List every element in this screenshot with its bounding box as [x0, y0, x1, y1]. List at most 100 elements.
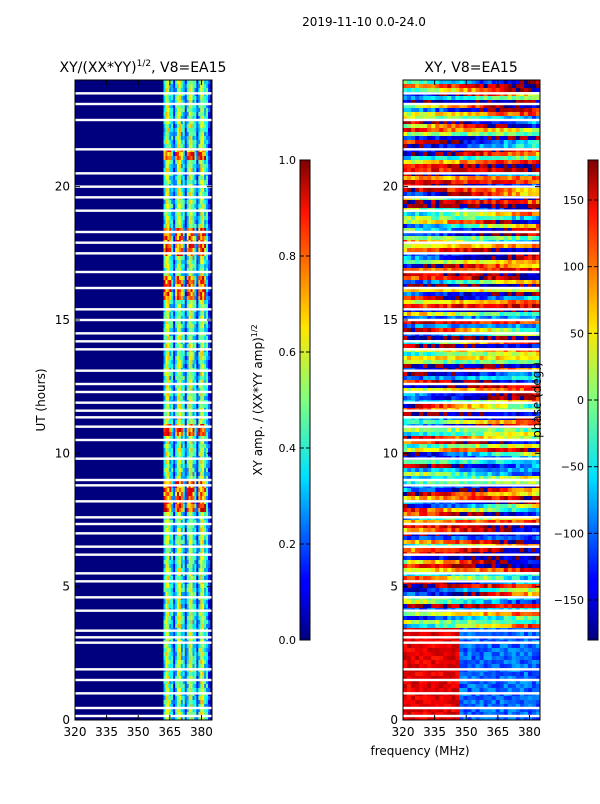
amplitude-cell	[164, 452, 166, 456]
amplitude-cell	[169, 604, 171, 608]
phase-cell	[524, 108, 528, 112]
phase-cell	[508, 180, 512, 184]
amplitude-cell	[169, 192, 171, 196]
amplitude-cell	[189, 276, 191, 280]
amplitude-cell	[193, 152, 195, 156]
amplitude-cell	[196, 360, 198, 364]
phase-cell	[532, 108, 536, 112]
amplitude-cell	[181, 540, 183, 544]
phase-cell	[467, 124, 471, 128]
amplitude-cell	[173, 336, 175, 340]
amplitude-cell	[177, 548, 179, 552]
phase-cell	[455, 168, 459, 172]
phase-cell	[532, 124, 536, 128]
amplitude-cell	[189, 568, 191, 572]
amplitude-cell	[208, 620, 210, 624]
amplitude-cell	[173, 700, 175, 704]
amplitude-cell	[181, 128, 183, 132]
amplitude-cell	[173, 568, 175, 572]
phase-cell	[476, 144, 480, 148]
amplitude-cell	[202, 188, 204, 192]
phase-cell	[524, 164, 528, 168]
amplitude-cell	[187, 352, 189, 356]
amplitude-cell	[164, 624, 166, 628]
amplitude-cell	[202, 136, 204, 140]
phase-cell	[476, 108, 480, 112]
phase-cell	[411, 108, 415, 112]
amplitude-cell	[204, 352, 206, 356]
amplitude-cell	[167, 168, 169, 172]
phase-cell	[528, 132, 532, 136]
phase-cell	[532, 88, 536, 92]
amplitude-cell	[185, 588, 187, 592]
amplitude-cell	[194, 152, 196, 156]
amplitude-cell	[191, 468, 193, 472]
amplitude-cell	[171, 688, 173, 692]
amplitude-cell	[181, 80, 183, 84]
amplitude-cell	[193, 344, 195, 348]
amplitude-cell	[208, 108, 210, 112]
amplitude-cell	[164, 220, 166, 224]
amplitude-cell	[194, 236, 196, 240]
amplitude-cell	[181, 200, 183, 204]
amplitude-cell	[165, 96, 167, 100]
amplitude-cell	[198, 696, 200, 700]
figure-suptitle: 2019-11-10 0.0-24.0	[302, 15, 426, 29]
amplitude-cell	[208, 80, 210, 84]
amplitude-cell	[183, 144, 185, 148]
phase-cell	[480, 136, 484, 140]
amplitude-cell	[208, 412, 210, 416]
amplitude-cell	[185, 564, 187, 568]
amplitude-cell	[208, 556, 210, 560]
phase-cell	[435, 180, 439, 184]
phase-cell	[455, 192, 459, 196]
amplitude-cell	[187, 180, 189, 184]
amplitude-cell	[169, 420, 171, 424]
phase-cell	[528, 164, 532, 168]
amplitude-cell	[183, 616, 185, 620]
amplitude-cell	[179, 180, 181, 184]
phase-cell	[467, 84, 471, 88]
phase-cell	[415, 136, 419, 140]
x-tick-label: 365	[158, 725, 181, 739]
amplitude-cell	[204, 696, 206, 700]
amplitude-cell	[181, 448, 183, 452]
amplitude-cell	[181, 144, 183, 148]
phase-cell	[447, 200, 451, 204]
amplitude-cell	[191, 504, 193, 508]
amplitude-cell	[169, 124, 171, 128]
phase-cell	[435, 128, 439, 132]
amplitude-cell	[173, 548, 175, 552]
amplitude-cell	[183, 576, 185, 580]
amplitude-cell	[189, 356, 191, 360]
amplitude-cell	[208, 492, 210, 496]
amplitude-colorbar-gradient	[300, 160, 310, 640]
amplitude-cell	[196, 256, 198, 260]
amplitude-cell	[187, 700, 189, 704]
phase-cell	[516, 124, 520, 128]
amplitude-cell	[177, 620, 179, 624]
amplitude-cell	[187, 264, 189, 268]
phase-cell	[411, 144, 415, 148]
amplitude-cell	[181, 528, 183, 532]
phase-cell	[431, 176, 435, 180]
amplitude-cell	[177, 656, 179, 660]
amplitude-cell	[208, 140, 210, 144]
phase-cell	[451, 160, 455, 164]
phase-cell	[488, 132, 492, 136]
phase-cell	[459, 188, 463, 192]
amplitude-cell	[200, 536, 202, 540]
amplitude-cell	[206, 80, 208, 84]
amplitude-cell	[191, 276, 193, 280]
amplitude-cell	[169, 280, 171, 284]
amplitude-cell	[165, 696, 167, 700]
amplitude-cell	[193, 584, 195, 588]
amplitude-cell	[187, 280, 189, 284]
amplitude-cell	[164, 528, 166, 532]
amplitude-cell	[191, 264, 193, 268]
flagged-row	[75, 319, 212, 321]
phase-cell	[447, 164, 451, 168]
phase-cell	[403, 144, 407, 148]
phase-cell	[419, 80, 423, 84]
amplitude-cell	[206, 280, 208, 284]
